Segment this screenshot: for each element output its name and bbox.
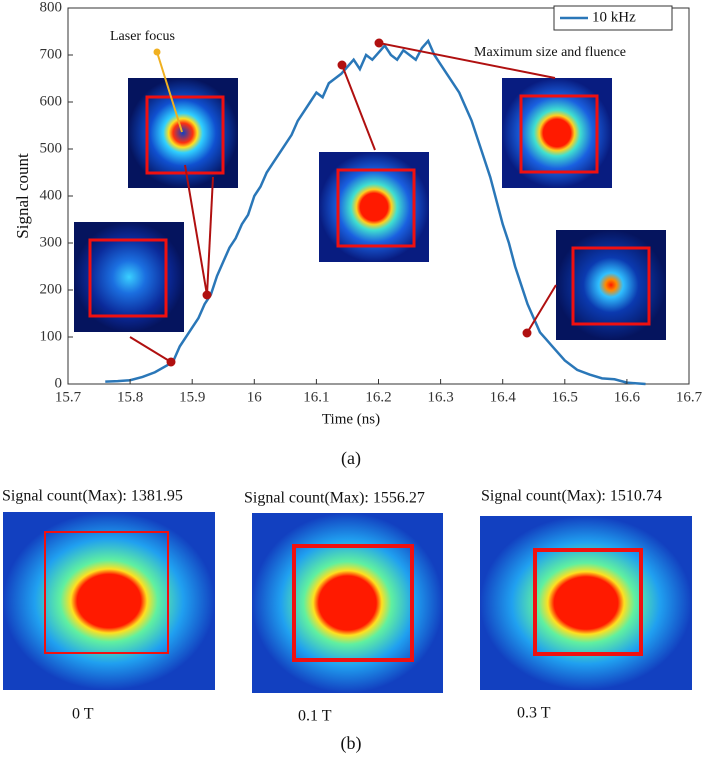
arrows — [129, 38, 557, 367]
x-tick-label: 16.5 — [552, 389, 578, 405]
image-title: Signal count(Max): 1510.74 — [481, 488, 662, 505]
focus-pointer — [156, 51, 183, 133]
y-tick-label: 700 — [40, 46, 63, 62]
y-tick-label: 500 — [40, 140, 63, 156]
x-tick-label: 16 — [247, 389, 263, 405]
field-image — [3, 512, 215, 690]
field-image — [480, 516, 692, 690]
x-tick-label: 16.6 — [614, 389, 641, 405]
x-tick-label: 16.2 — [365, 389, 391, 405]
field-box — [533, 548, 643, 656]
image-label: 0.1 T — [298, 708, 332, 725]
field-image — [252, 513, 443, 693]
panel-label: (b) — [341, 733, 362, 754]
y-tick-label: 200 — [40, 281, 63, 297]
x-axis-label: Time (ns) — [322, 411, 380, 427]
image-title: Signal count(Max): 1556.27 — [244, 490, 425, 507]
x-tick-label: 16.3 — [427, 389, 453, 405]
ticks: 15.7 15.8 15.9 16 16.1 16.2 16.3 16.4 16.5 16.6 16… — [40, 0, 703, 405]
x-tick-label: 16.7 — [676, 389, 703, 405]
field-box — [292, 544, 414, 662]
y-tick-label: 100 — [40, 328, 63, 344]
panel-b: Signal count(Max): 1381.95 Signal count(… — [2, 488, 692, 725]
legend: 10 kHz — [553, 5, 673, 31]
focus-dot — [153, 48, 161, 56]
annotation: Laser focus — [110, 29, 175, 44]
x-tick-label: 15.9 — [179, 389, 205, 405]
insets: Laser focus Maximum size and fluence — [74, 29, 666, 367]
image-label: 0 T — [72, 706, 94, 723]
image-label: 0.3 T — [517, 705, 551, 722]
y-tick-label: 300 — [40, 234, 63, 250]
inset-box — [336, 168, 416, 248]
legend-label: 10 kHz — [592, 9, 636, 25]
field-box — [44, 531, 169, 654]
x-tick-label: 15.7 — [55, 389, 82, 405]
inset-box — [571, 246, 651, 326]
y-tick-label: 400 — [40, 187, 63, 203]
y-tick-label: 600 — [40, 93, 63, 109]
data-line — [105, 38, 646, 386]
x-tick-label: 16.4 — [490, 389, 517, 405]
x-tick-label: 16.1 — [303, 389, 329, 405]
annotation: Maximum size and fluence — [474, 45, 626, 60]
y-tick-label: 0 — [55, 375, 63, 391]
inset-box — [88, 238, 168, 318]
y-axis-label: Signal count — [13, 153, 32, 239]
x-tick-label: 15.8 — [117, 389, 143, 405]
inset-box — [519, 94, 599, 174]
image-title: Signal count(Max): 1381.95 — [2, 488, 183, 505]
panel-label: (a) — [341, 448, 361, 469]
y-tick-label: 800 — [40, 0, 63, 15]
inset-box — [145, 95, 225, 175]
